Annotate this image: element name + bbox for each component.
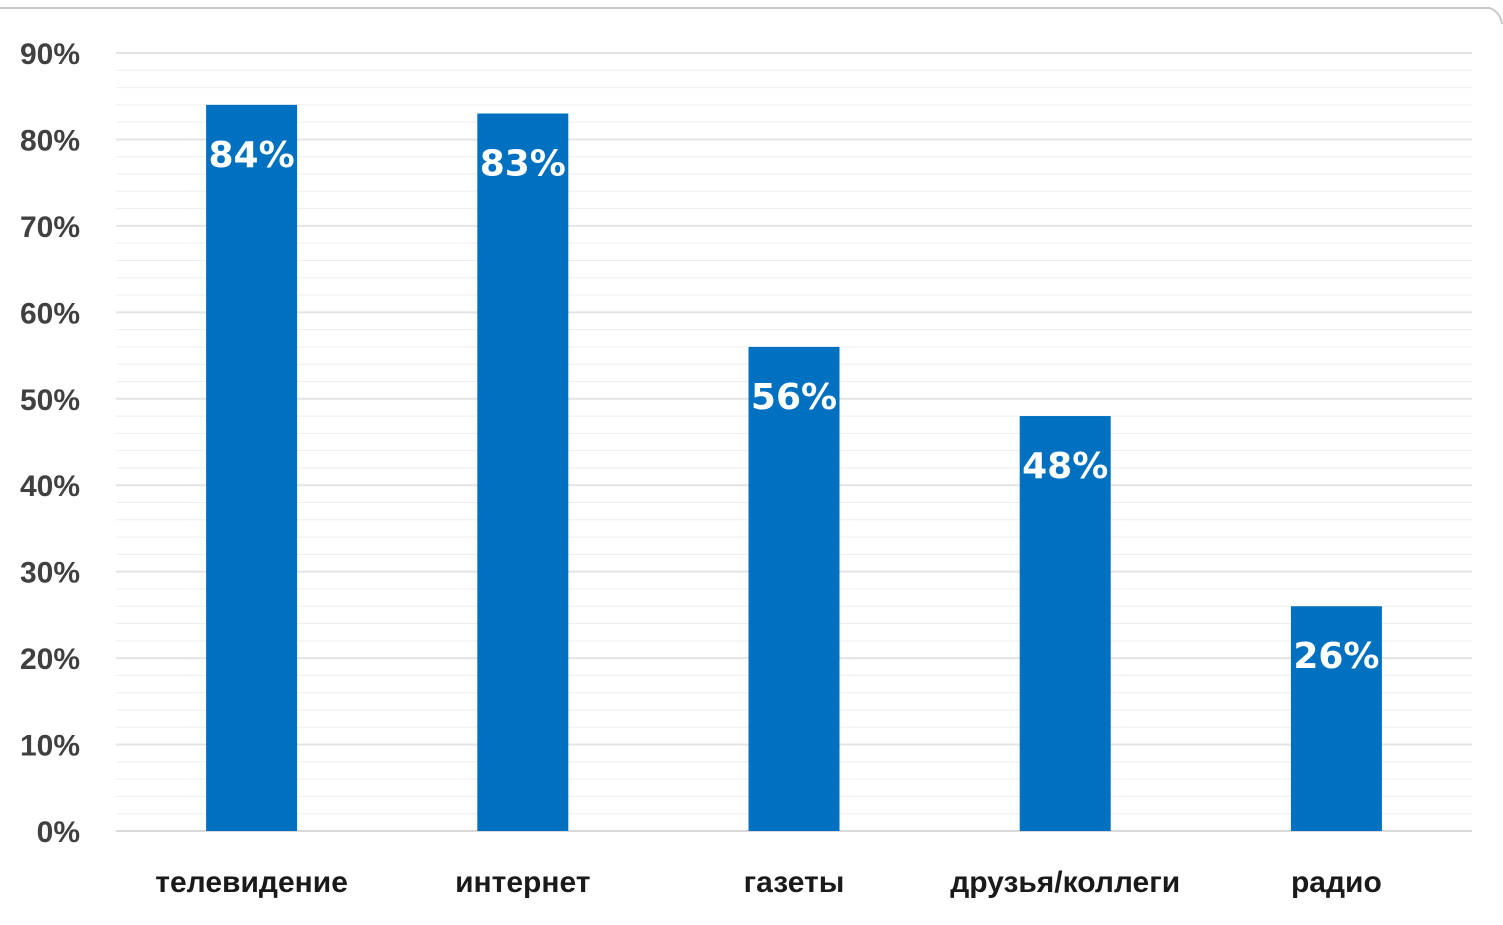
data-label: 83% bbox=[480, 144, 566, 185]
x-category-label: телевидение bbox=[155, 866, 348, 899]
data-label: 56% bbox=[751, 377, 837, 418]
y-tick-label: 20% bbox=[20, 643, 80, 676]
bar bbox=[206, 104, 298, 831]
y-tick-label: 50% bbox=[20, 384, 80, 417]
bars bbox=[206, 104, 1382, 831]
x-category-label: друзья/коллеги bbox=[950, 866, 1180, 899]
x-category-label: газеты bbox=[744, 866, 845, 899]
x-category-label: интернет bbox=[455, 866, 590, 899]
data-label: 26% bbox=[1293, 636, 1379, 677]
y-tick-label: 0% bbox=[37, 816, 80, 849]
x-axis-categories: телевидение интернет газеты друзья/коллеги р… bbox=[155, 866, 1382, 899]
y-tick-label: 30% bbox=[20, 557, 80, 590]
data-label: 48% bbox=[1022, 446, 1108, 487]
data-labels: 84% 83% 56% 48% 26% bbox=[209, 135, 1380, 677]
bar bbox=[748, 346, 840, 831]
y-tick-label: 70% bbox=[20, 211, 80, 244]
y-tick-label: 90% bbox=[20, 38, 80, 71]
data-label: 84% bbox=[209, 135, 295, 176]
chart-border bbox=[0, 7, 1503, 25]
x-category-label: радио bbox=[1291, 866, 1382, 899]
y-tick-label: 40% bbox=[20, 470, 80, 503]
bar bbox=[1019, 416, 1111, 831]
y-tick-label: 60% bbox=[20, 297, 80, 330]
y-axis-ticks: 0% 10% 20% 30% 40% 50% 60% 70% 80% 90% bbox=[20, 38, 80, 849]
bar bbox=[477, 113, 569, 831]
bar bbox=[1290, 606, 1382, 831]
y-tick-label: 80% bbox=[20, 124, 80, 157]
y-tick-label: 10% bbox=[20, 730, 80, 763]
